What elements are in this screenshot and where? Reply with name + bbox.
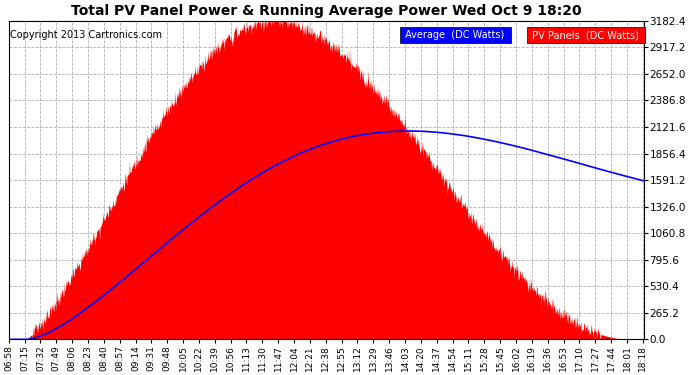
Title: Total PV Panel Power & Running Average Power Wed Oct 9 18:20: Total PV Panel Power & Running Average P… [71,4,582,18]
Text: Copyright 2013 Cartronics.com: Copyright 2013 Cartronics.com [10,30,162,40]
Text: PV Panels  (DC Watts): PV Panels (DC Watts) [529,30,642,40]
Text: Average  (DC Watts): Average (DC Watts) [402,30,508,40]
